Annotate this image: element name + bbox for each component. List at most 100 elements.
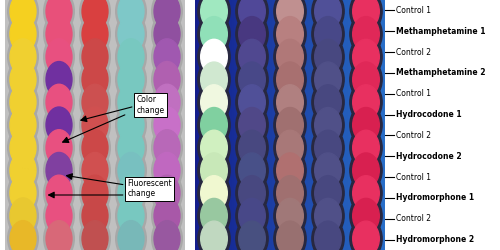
Circle shape (274, 13, 306, 55)
Circle shape (10, 107, 36, 143)
Circle shape (116, 13, 146, 55)
Circle shape (352, 62, 380, 97)
Circle shape (152, 104, 182, 146)
Circle shape (80, 104, 110, 146)
Circle shape (10, 198, 36, 234)
Circle shape (80, 172, 110, 214)
Circle shape (8, 104, 38, 146)
Circle shape (118, 198, 144, 234)
Circle shape (80, 195, 110, 237)
Circle shape (276, 85, 303, 120)
Circle shape (80, 149, 110, 192)
Circle shape (154, 0, 180, 29)
Circle shape (352, 130, 380, 165)
Circle shape (44, 0, 74, 32)
Circle shape (116, 218, 146, 250)
Circle shape (276, 221, 303, 250)
Text: Control 2: Control 2 (396, 48, 432, 56)
Circle shape (236, 58, 268, 101)
Circle shape (152, 13, 182, 55)
Circle shape (44, 126, 74, 169)
Circle shape (80, 13, 110, 55)
Circle shape (200, 176, 228, 211)
Circle shape (44, 149, 74, 192)
Circle shape (236, 126, 268, 169)
Circle shape (276, 39, 303, 74)
Circle shape (44, 172, 74, 214)
Circle shape (82, 175, 108, 211)
Circle shape (312, 195, 344, 237)
Circle shape (352, 108, 380, 142)
Circle shape (118, 84, 144, 120)
Circle shape (200, 39, 228, 74)
Circle shape (236, 13, 268, 55)
Circle shape (116, 0, 146, 32)
Circle shape (118, 39, 144, 75)
Circle shape (10, 0, 36, 29)
Circle shape (198, 104, 230, 146)
Circle shape (350, 195, 382, 237)
Circle shape (200, 153, 228, 188)
Circle shape (236, 0, 268, 32)
Circle shape (276, 16, 303, 51)
Circle shape (200, 16, 228, 51)
Circle shape (152, 172, 182, 214)
Circle shape (312, 0, 344, 32)
Circle shape (276, 108, 303, 142)
Circle shape (198, 13, 230, 55)
Circle shape (152, 81, 182, 124)
Circle shape (312, 36, 344, 78)
Circle shape (238, 85, 266, 120)
Circle shape (312, 172, 344, 214)
Circle shape (154, 221, 180, 250)
Circle shape (10, 130, 36, 166)
Circle shape (200, 198, 228, 234)
Circle shape (238, 62, 266, 97)
Circle shape (350, 36, 382, 78)
Circle shape (238, 198, 266, 234)
Circle shape (46, 221, 72, 250)
Circle shape (312, 13, 344, 55)
Circle shape (8, 172, 38, 214)
Circle shape (82, 16, 108, 52)
Circle shape (274, 218, 306, 250)
Circle shape (46, 198, 72, 234)
Circle shape (198, 195, 230, 237)
Circle shape (350, 172, 382, 214)
Circle shape (118, 0, 144, 29)
Circle shape (8, 0, 38, 32)
Circle shape (350, 149, 382, 192)
Circle shape (314, 176, 342, 211)
Circle shape (236, 81, 268, 124)
Circle shape (314, 16, 342, 51)
Circle shape (154, 16, 180, 52)
Circle shape (8, 81, 38, 124)
Text: Control 1: Control 1 (396, 172, 432, 182)
Circle shape (238, 0, 266, 29)
Circle shape (154, 107, 180, 143)
Circle shape (352, 221, 380, 250)
Circle shape (118, 107, 144, 143)
Circle shape (8, 195, 38, 237)
Circle shape (44, 13, 74, 55)
Circle shape (236, 104, 268, 146)
Circle shape (312, 81, 344, 124)
Circle shape (118, 62, 144, 98)
Text: Methamphetamine 1: Methamphetamine 1 (396, 27, 486, 36)
Circle shape (350, 104, 382, 146)
Text: Hydromorphone 2: Hydromorphone 2 (396, 235, 474, 244)
Circle shape (350, 81, 382, 124)
Circle shape (82, 62, 108, 98)
Circle shape (274, 195, 306, 237)
Circle shape (154, 175, 180, 211)
Circle shape (10, 175, 36, 211)
Circle shape (82, 39, 108, 75)
Text: Fluorescent
change: Fluorescent change (128, 179, 172, 199)
Circle shape (116, 149, 146, 192)
Circle shape (236, 172, 268, 214)
Circle shape (80, 58, 110, 101)
Circle shape (274, 149, 306, 192)
Circle shape (82, 152, 108, 188)
Circle shape (238, 108, 266, 142)
Text: Control 2: Control 2 (396, 214, 432, 223)
